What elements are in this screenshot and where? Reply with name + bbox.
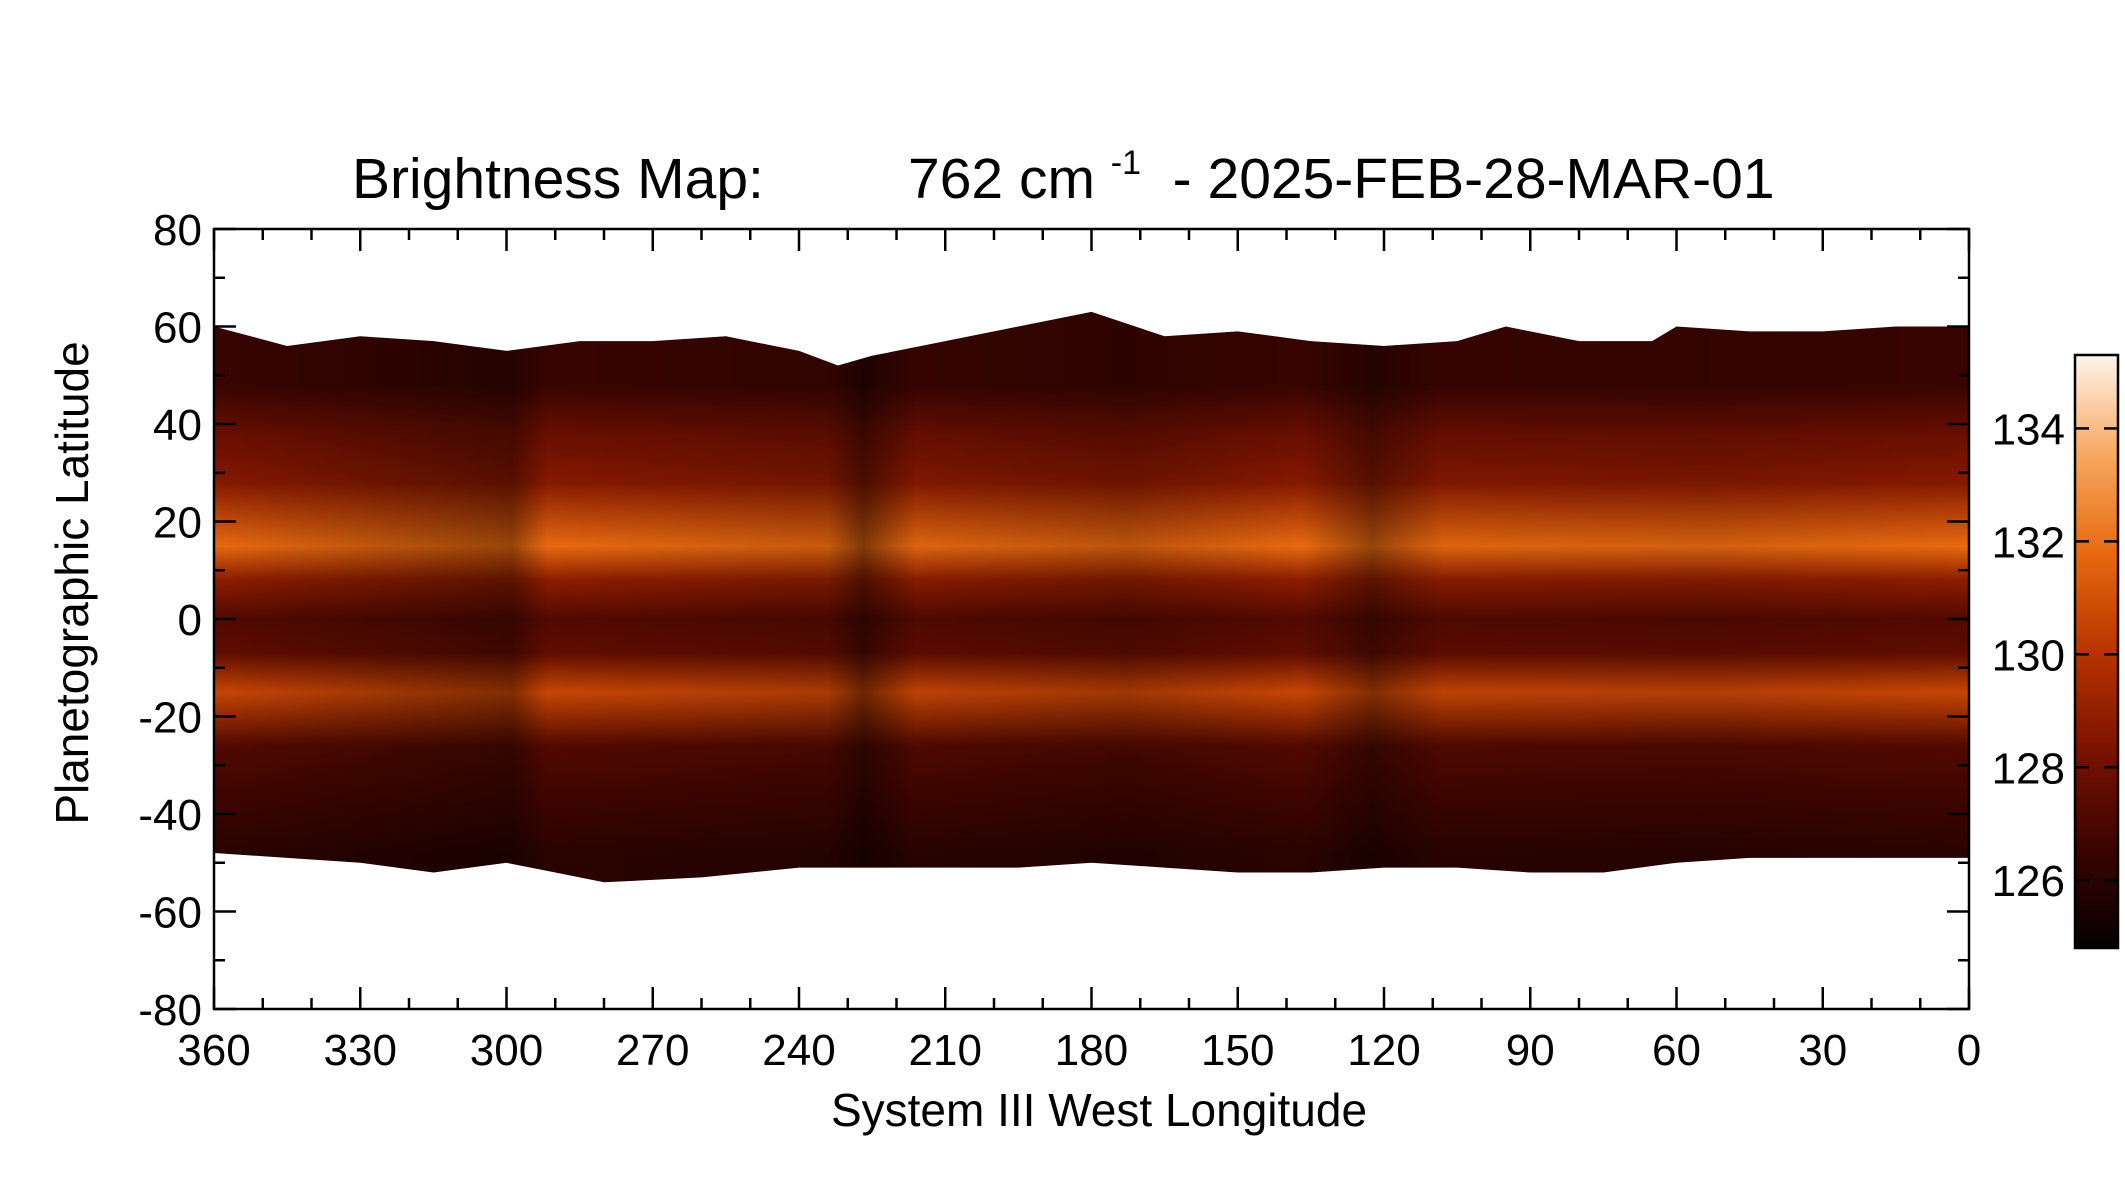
y-tick-label: -60 (138, 889, 202, 938)
y-axis: 80 60 40 20 0 -20 -40 -60 -80 (138, 206, 1969, 1035)
y-tick-label: 80 (153, 206, 202, 255)
x-tick-label: 90 (1506, 1026, 1555, 1075)
x-tick-label: 270 (616, 1026, 689, 1075)
x-tick-label: 120 (1347, 1026, 1420, 1075)
y-tick-label: 20 (153, 499, 202, 548)
y-tick-label: 40 (153, 401, 202, 450)
y-axis-label: Planetographic Latitude (46, 341, 98, 824)
x-axis: 360 330 300 270 240 210 180 150 120 90 60 30 0 (177, 229, 1981, 1075)
colorbar-tick-label: 134 (1992, 405, 2065, 454)
longitude-variation (214, 311, 1969, 883)
chart-title: Brightness Map: 762 cm -1 - 2025-FEB-28-… (352, 123, 1775, 211)
x-axis-label: System III West Longitude (831, 1084, 1367, 1136)
y-tick-label: -40 (138, 791, 202, 840)
x-tick-label: 60 (1652, 1026, 1701, 1075)
x-tick-label: 300 (470, 1026, 543, 1075)
x-tick-label: 150 (1201, 1026, 1274, 1075)
y-tick-label: -80 (138, 986, 202, 1035)
x-tick-label: 240 (762, 1026, 835, 1075)
colorbar: 134 132 130 128 126 (1992, 353, 2120, 950)
brightness-heatmap (214, 311, 1969, 883)
colorbar-tick-label: 128 (1992, 744, 2065, 793)
x-tick-label: 30 (1798, 1026, 1847, 1075)
title-suffix: - 2025-FEB-28-MAR-01 (1157, 147, 1775, 211)
title-value: 762 cm (908, 147, 1095, 211)
title-exponent: -1 (1111, 144, 1141, 182)
x-tick-label: 330 (324, 1026, 397, 1075)
x-tick-label: 180 (1055, 1026, 1128, 1075)
x-tick-label: 0 (1957, 1026, 1981, 1075)
y-tick-label: 60 (153, 304, 202, 353)
y-tick-label: 0 (178, 596, 202, 645)
x-tick-label: 360 (177, 1026, 250, 1075)
title-prefix: Brightness Map: (352, 147, 764, 211)
colorbar-gradient (2073, 353, 2120, 950)
colorbar-tick-label: 132 (1992, 518, 2065, 567)
svg-text:Brightness Map: 762 cm: Brightness Map: 762 cm -1 - 2025-FEB-28-… (352, 123, 1775, 211)
colorbar-tick-label: 126 (1992, 857, 2065, 906)
colorbar-tick-label: 130 (1992, 631, 2065, 680)
x-tick-label: 210 (909, 1026, 982, 1075)
y-tick-label: -20 (138, 694, 202, 743)
